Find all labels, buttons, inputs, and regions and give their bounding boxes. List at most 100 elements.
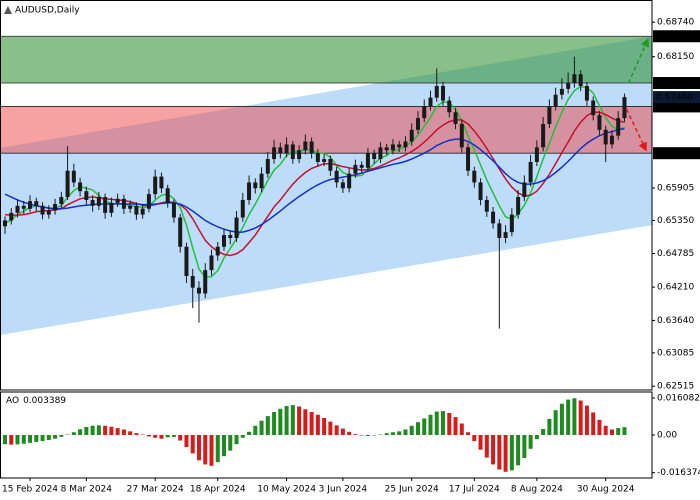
- candle-body: [447, 100, 452, 113]
- candle-body: [359, 164, 364, 168]
- candle-body: [497, 223, 502, 238]
- candle-body: [509, 214, 514, 233]
- ao-y-tick-label: 0.00: [657, 431, 677, 441]
- ao-bar: [597, 419, 602, 435]
- ao-bar: [466, 432, 471, 435]
- ao-bar: [541, 429, 546, 435]
- candle-body: [603, 129, 608, 145]
- candle-body: [572, 74, 577, 84]
- candle-body: [9, 212, 14, 221]
- ao-bar: [303, 409, 308, 435]
- moving-average: [4, 111, 625, 257]
- ao-bar: [534, 435, 539, 440]
- indicator-panel: [0, 391, 653, 479]
- ao-bar: [415, 422, 420, 435]
- candle-body: [178, 217, 183, 247]
- ao-bar: [397, 431, 402, 435]
- forecast-arrow-up: [627, 37, 650, 84]
- candle-body: [28, 201, 33, 209]
- ao-bar: [203, 435, 208, 465]
- candle-body: [115, 198, 120, 203]
- ao-bar: [390, 432, 395, 435]
- ao-bar: [40, 435, 45, 441]
- ao-bar: [359, 435, 364, 436]
- x-tick-label: 15 Feb 2024: [2, 485, 58, 495]
- candle-body: [84, 191, 89, 200]
- ao-bar: [403, 429, 408, 435]
- y-tick-label: 0.63085: [657, 348, 694, 358]
- x-tick-label: 3 Jun 2024: [319, 485, 368, 495]
- candle-body: [65, 170, 70, 198]
- ao-bar: [516, 435, 521, 466]
- candle-body: [159, 176, 164, 189]
- ao-bar: [365, 435, 370, 436]
- candle-body: [491, 211, 496, 224]
- candle-body: [234, 217, 239, 238]
- candle-body: [303, 141, 308, 151]
- candle-body: [90, 199, 95, 206]
- candle-body: [434, 85, 439, 98]
- candle-body: [21, 205, 26, 209]
- ao-bar: [115, 428, 120, 435]
- price-label: 0.67300: [656, 102, 693, 112]
- ao-bar: [146, 435, 151, 437]
- candle-body: [40, 205, 45, 215]
- ao-bar: [65, 434, 70, 436]
- candle-body: [559, 88, 564, 95]
- ao-bar: [378, 434, 383, 436]
- candle-body: [459, 123, 464, 148]
- ao-bar: [297, 406, 302, 435]
- ao-bar: [15, 435, 20, 445]
- candle-body: [228, 235, 233, 238]
- y-tick-label: 0.65350: [657, 216, 694, 226]
- plot-frame: [0, 0, 653, 391]
- ao-bar: [59, 435, 64, 437]
- candle-body: [315, 153, 320, 162]
- ao-bar: [553, 410, 558, 435]
- ao-bar: [46, 435, 51, 441]
- ao-bar: [609, 429, 614, 435]
- candle-body: [409, 129, 414, 142]
- candle-body: [553, 94, 558, 107]
- candle-body: [503, 232, 508, 238]
- ao-bar: [28, 435, 33, 443]
- candle-body: [59, 197, 64, 205]
- y-tick-label: 0.68740: [657, 18, 694, 28]
- candle-body: [578, 74, 583, 86]
- price-label-box: [653, 100, 700, 113]
- candle-body: [222, 235, 227, 247]
- candle-body: [290, 144, 295, 160]
- ao-bar: [272, 412, 277, 435]
- x-tick-label: 10 May 2024: [257, 485, 316, 495]
- ao-bar: [284, 406, 289, 435]
- candle-body: [297, 150, 302, 160]
- ao-bar: [472, 435, 477, 441]
- ao-bar: [84, 426, 89, 435]
- ao-bar: [409, 425, 414, 435]
- ao-bar: [522, 435, 527, 458]
- ao-bar: [178, 435, 183, 441]
- ao-bar: [121, 429, 126, 435]
- price-label: 0.67700: [656, 79, 693, 89]
- x-tick-label: 30 Aug 2024: [577, 485, 635, 495]
- candle-body: [3, 220, 8, 227]
- candle-body: [347, 173, 352, 189]
- ao-bar: [196, 435, 201, 461]
- ao-bar: [528, 435, 533, 449]
- candle-body: [134, 205, 139, 215]
- candle-body: [516, 197, 521, 215]
- candle-body: [609, 135, 614, 145]
- ao-bar: [247, 431, 252, 435]
- ao-y-tick-label: 0.016082: [657, 394, 700, 404]
- ao-bar: [53, 435, 58, 439]
- candle-body: [203, 270, 208, 294]
- candle-body: [541, 123, 546, 148]
- x-tick-label: 18 Apr 2024: [190, 485, 246, 495]
- ao-bar: [265, 416, 270, 435]
- ao-bar: [384, 433, 389, 435]
- x-tick-label: 8 Mar 2024: [61, 485, 113, 495]
- candle-body: [165, 188, 170, 203]
- ao-bar: [509, 435, 514, 471]
- ao-bar: [128, 431, 133, 435]
